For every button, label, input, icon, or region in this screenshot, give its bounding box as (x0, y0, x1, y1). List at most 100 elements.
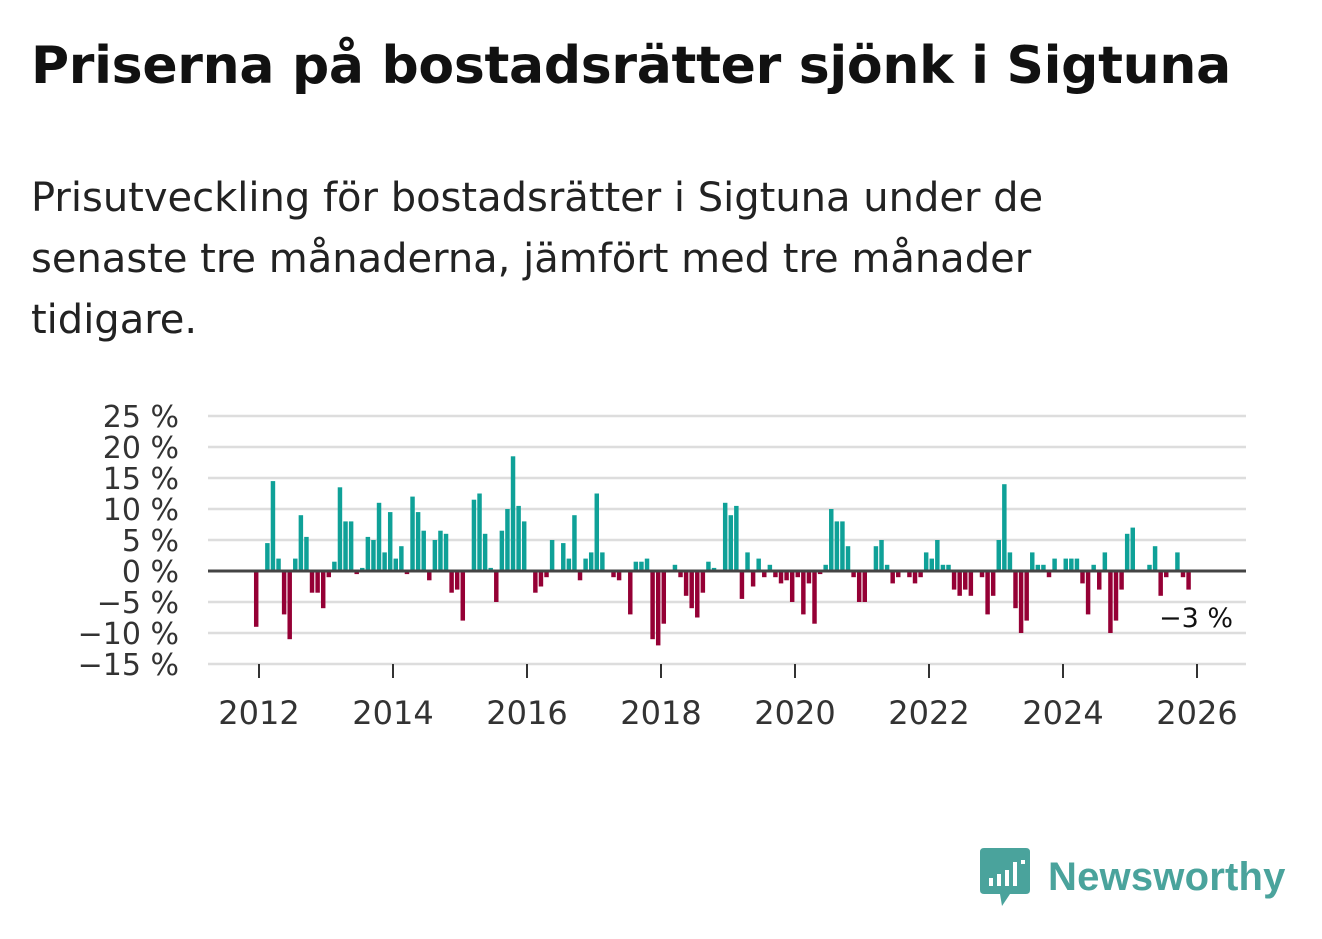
bar (577, 571, 583, 581)
bar (1175, 552, 1180, 571)
bar (1158, 571, 1163, 596)
bar (700, 571, 706, 593)
newsworthy-logo[interactable]: Newsworthy (980, 848, 1286, 906)
y-tick-label: 10 % (103, 493, 179, 528)
bar (494, 571, 499, 602)
bar (343, 521, 348, 571)
bar (477, 493, 482, 571)
bar (845, 546, 851, 571)
bar (1069, 558, 1074, 571)
bar (415, 512, 421, 571)
bar (427, 571, 432, 581)
bar (823, 564, 828, 571)
y-tick-label: −5 % (97, 586, 179, 621)
bar (1186, 571, 1191, 590)
bar (1052, 558, 1057, 571)
bar (789, 571, 795, 602)
bar (1164, 571, 1169, 578)
bar-series (253, 456, 1191, 646)
bar (834, 521, 840, 571)
bar (856, 571, 862, 602)
bar (281, 571, 287, 615)
bar (1097, 571, 1102, 590)
bar (393, 558, 399, 571)
bar (326, 571, 332, 578)
bar (946, 564, 951, 571)
bar (505, 509, 510, 571)
bar (1041, 564, 1046, 571)
bar (549, 540, 555, 571)
y-tick-label: −10 % (78, 617, 179, 652)
bar (879, 540, 884, 571)
bar-chart-bubble-icon (980, 848, 1030, 906)
bar (650, 571, 655, 640)
bar-chart: 25 %20 %15 %10 %5 %0 %−5 %−10 %−15 % 201… (78, 400, 1246, 732)
bar (767, 564, 773, 571)
bar (985, 571, 990, 615)
bar (270, 481, 276, 571)
bar (337, 487, 343, 571)
bar (315, 571, 320, 593)
y-tick-label: 0 % (122, 555, 179, 590)
bar (566, 558, 572, 571)
bar (1108, 571, 1113, 633)
bar (611, 571, 616, 578)
bar (616, 571, 622, 581)
bar (454, 571, 460, 590)
bar (404, 571, 410, 575)
bar (817, 571, 823, 575)
bar (695, 571, 700, 618)
bar (533, 571, 538, 593)
bar (287, 571, 292, 640)
bar (762, 571, 767, 578)
x-axis: 2012 2014 2016 2018 2020 2022 2024 2026 (218, 664, 1238, 732)
bar (728, 515, 734, 571)
bar (482, 533, 488, 571)
bar (1119, 571, 1124, 590)
bar (460, 571, 466, 621)
y-tick-label: 15 % (103, 462, 179, 497)
bar (1147, 564, 1152, 571)
bar (862, 571, 867, 602)
bar (1152, 546, 1158, 571)
x-tick-label: 2026 (1156, 694, 1237, 732)
bar (929, 558, 934, 571)
bar (1063, 558, 1068, 571)
bar (940, 564, 946, 571)
bar (907, 571, 912, 578)
bar (360, 567, 365, 571)
bar (544, 571, 549, 578)
bar (538, 571, 544, 587)
bar (963, 571, 968, 590)
bar (951, 571, 957, 590)
bar (706, 561, 711, 571)
bar (829, 509, 834, 571)
bar (689, 571, 694, 609)
bar (840, 521, 845, 571)
bar (683, 571, 689, 596)
bar (1080, 571, 1085, 584)
bar (1085, 571, 1091, 615)
chart-title: Priserna på bostadsrätter sjönk i Sigtun… (31, 36, 1231, 96)
bar (644, 558, 650, 571)
y-tick-label: 20 % (103, 431, 179, 466)
bar (923, 552, 929, 571)
bar (371, 540, 376, 571)
bar (1002, 484, 1007, 571)
x-tick-label: 2024 (1022, 694, 1103, 732)
bar (890, 571, 895, 584)
bar (801, 571, 806, 615)
bar (572, 515, 577, 571)
bar (1180, 571, 1186, 578)
x-tick-label: 2016 (486, 694, 567, 732)
bar (293, 558, 298, 571)
x-tick-label: 2022 (888, 694, 969, 732)
y-tick-label: −15 % (78, 648, 179, 683)
bar (561, 543, 566, 571)
x-tick-label: 2012 (218, 694, 299, 732)
bar (309, 571, 315, 593)
bar (365, 536, 371, 571)
x-tick-label: 2018 (620, 694, 701, 732)
bar (734, 505, 739, 571)
bar (1113, 571, 1119, 621)
